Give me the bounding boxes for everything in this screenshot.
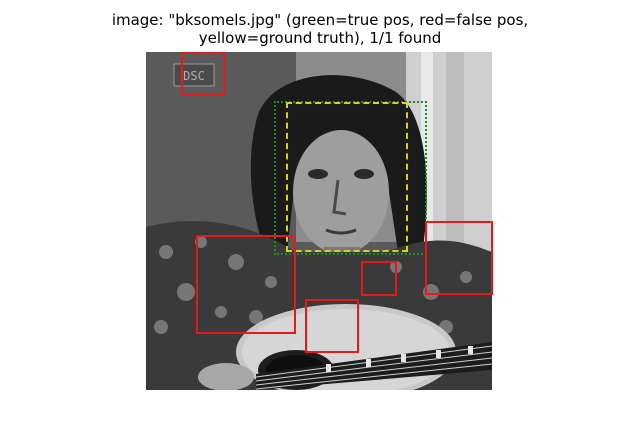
title-line-2: yellow=ground truth), 1/1 found xyxy=(198,29,442,47)
false-positive-box xyxy=(305,299,359,353)
false-positive-box xyxy=(196,235,296,334)
figure-title: image: "bksomels.jpg" (green=true pos, r… xyxy=(0,11,640,47)
false-positive-box xyxy=(361,261,397,296)
false-positive-box xyxy=(181,52,226,96)
watermark-text: DSC xyxy=(183,69,205,83)
false-positive-box xyxy=(425,221,493,295)
title-line-1: image: "bksomels.jpg" (green=true pos, r… xyxy=(111,11,529,29)
ground-truth-box xyxy=(286,102,408,252)
watermark: DSC xyxy=(173,63,215,87)
